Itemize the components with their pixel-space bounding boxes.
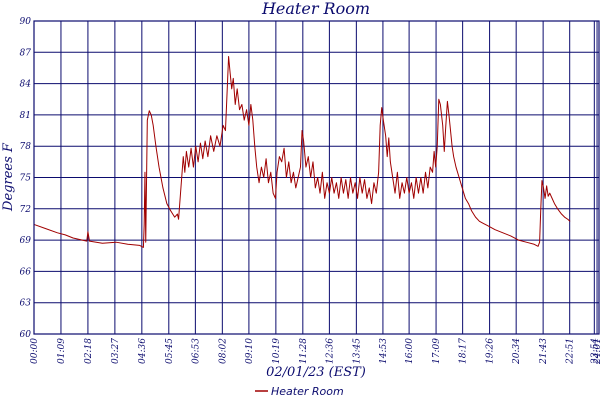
y-tick-label: 78	[20, 142, 32, 152]
x-tick-label: 24:01	[593, 338, 600, 365]
x-tick-label: 19:26	[486, 338, 496, 364]
y-tick-label: 63	[20, 299, 32, 309]
x-tick-label: 08:02	[218, 338, 228, 364]
y-tick-label: 66	[20, 267, 32, 277]
series-line-heater-room	[33, 55, 571, 248]
x-tick-label: 11:28	[299, 338, 309, 364]
x-tick-label: 10:19	[272, 338, 282, 364]
y-axis-label: Degrees F	[1, 142, 16, 212]
y-tick-label: 87	[20, 48, 32, 58]
legend: Heater Room	[255, 385, 344, 398]
x-tick-label: 22:51	[566, 338, 576, 365]
x-tick-label: 16:00	[405, 338, 415, 364]
y-tick-label: 72	[20, 205, 32, 215]
grid-lines	[33, 20, 599, 335]
x-tick-label: 21:43	[539, 338, 549, 365]
x-tick-label: 04:36	[138, 338, 148, 364]
y-tick-label: 81	[20, 111, 31, 121]
x-tick-label: 23:54	[590, 338, 600, 365]
y-tick-label: 90	[20, 17, 32, 27]
x-tick-label: 03:27	[111, 338, 121, 364]
x-tick-label: 20:34	[512, 338, 522, 365]
x-tick-label: 12:36	[325, 338, 335, 364]
plot-frame	[33, 20, 600, 335]
x-tick-label: 17:09	[432, 338, 442, 364]
y-tick-label: 75	[20, 174, 32, 184]
x-tick-label: 14:53	[379, 338, 389, 364]
y-tick-label: 60	[20, 330, 32, 340]
x-tick-label: 05:45	[165, 338, 175, 364]
y-tick-label: 69	[20, 236, 32, 246]
legend-label: Heater Room	[271, 385, 344, 398]
x-tick-label: 01:09	[57, 338, 67, 364]
x-tick-label: 18:17	[459, 338, 469, 364]
x-tick-label: 09:10	[245, 338, 255, 364]
x-axis-ticks: 00:00 01:09 02:18 03:27 04:36 05:45 06:53 08:02…	[30, 338, 600, 365]
chart-title: Heater Room	[261, 0, 370, 18]
x-tick-label: 13:45	[352, 338, 362, 364]
series-layer	[33, 55, 571, 248]
y-axis-ticks: 60 63 66 69 72 75 78 81 84 87 90	[20, 17, 32, 340]
y-tick-label: 84	[20, 80, 32, 90]
x-tick-label: 06:53	[191, 338, 201, 364]
x-tick-label: 00:00	[30, 338, 40, 364]
x-axis-label: 02/01/23 (EST)	[266, 365, 366, 380]
x-tick-label: 02:18	[84, 338, 94, 364]
